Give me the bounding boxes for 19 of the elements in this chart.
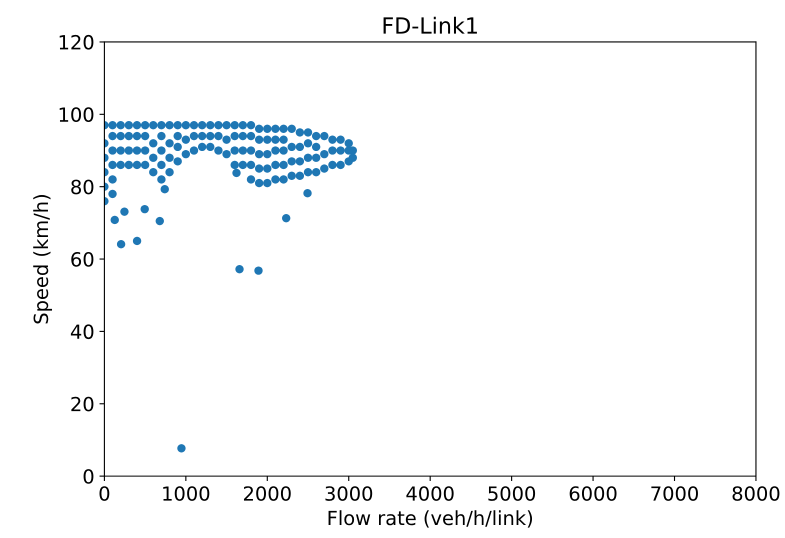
y-tick-label: 0	[84, 469, 94, 484]
x-tick-label: 7000	[651, 486, 698, 501]
x-tick-label: 5000	[488, 486, 536, 501]
x-tick-label: 0	[100, 486, 110, 501]
y-tick-label: 100	[60, 107, 94, 122]
y-tick-label: 20	[71, 396, 94, 412]
x-tick-label: 8000	[732, 486, 780, 501]
y-tick-label: 120	[60, 34, 94, 50]
chart-title: FD-Link1	[384, 16, 477, 34]
x-tick-label: 1000	[163, 486, 210, 501]
x-tick-label: 3000	[325, 486, 372, 501]
x-tick-label: 6000	[570, 486, 617, 501]
x-axis-title: Flow rate (veh/h/link)	[328, 510, 532, 528]
x-tick-label: 2000	[244, 486, 291, 501]
y-tick-label: 80	[71, 180, 94, 194]
y-tick-label: 40	[70, 324, 94, 340]
y-axis-title: Speed (km/h)	[33, 195, 52, 324]
y-tick-label: 60	[71, 252, 94, 267]
x-tick-label: 4000	[406, 486, 454, 501]
